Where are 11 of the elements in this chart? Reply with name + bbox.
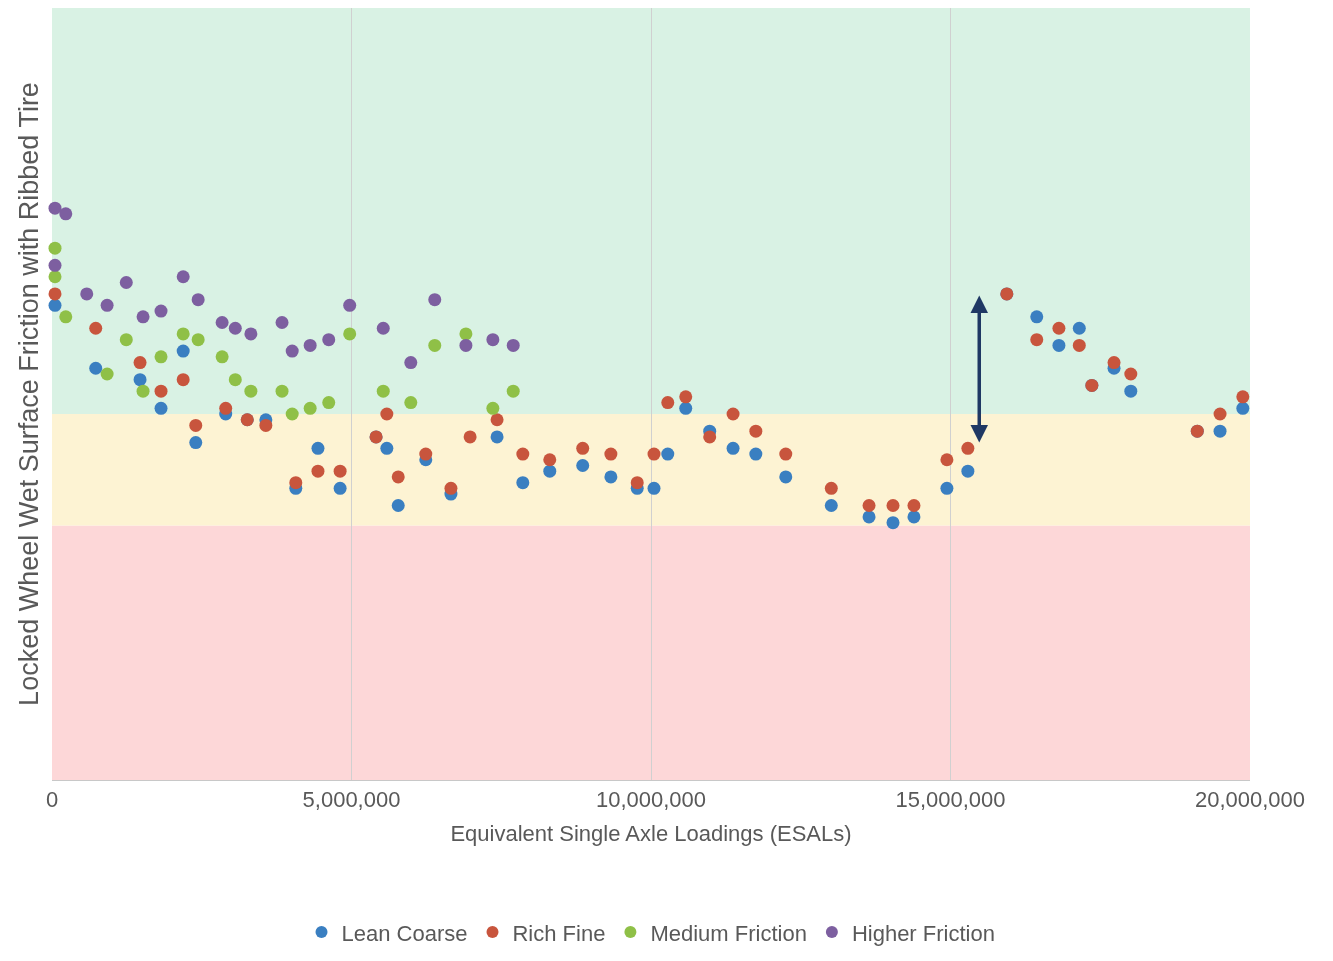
x-tick-label: 20,000,000 bbox=[1194, 787, 1306, 813]
legend-label: Rich Fine bbox=[512, 920, 606, 946]
legend-label: Medium Friction bbox=[650, 920, 807, 946]
y-axis-title: Locked Wheel Wet Surface Friction with Ribbed Tire bbox=[14, 82, 45, 706]
x-axis-title: Equivalent Single Axle Loadings (ESALs) bbox=[450, 821, 852, 847]
x-tick-label: 5,000,000 bbox=[302, 787, 401, 813]
legend-label: Lean Coarse bbox=[341, 920, 468, 946]
x-tick-label: 10,000,000 bbox=[595, 787, 707, 813]
x-tick-label: 0 bbox=[45, 787, 59, 813]
legend-label: Higher Friction bbox=[851, 920, 995, 946]
x-tick-label: 15,000,000 bbox=[895, 787, 1006, 813]
